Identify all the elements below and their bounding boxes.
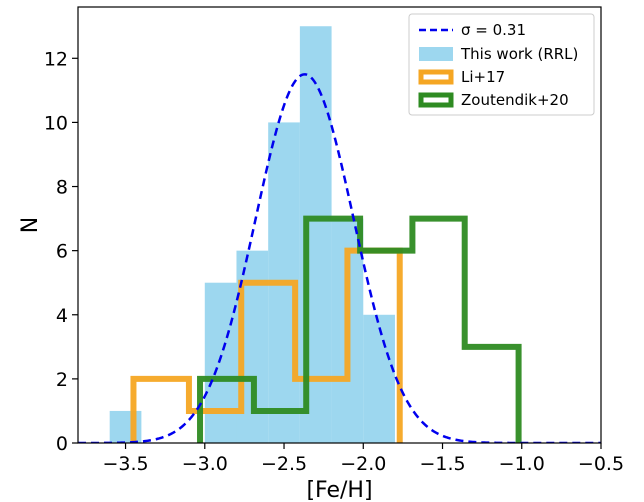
x-tick-label: −1.0 — [499, 453, 545, 475]
legend-li17-label: Li+17 — [461, 68, 505, 86]
legend-rrl-swatch — [419, 47, 453, 61]
step-histogram-layer — [130, 215, 522, 443]
legend: σ = 0.31 This work (RRL) Li+17 Zoutendik… — [408, 13, 595, 116]
rrl-bar — [204, 282, 237, 443]
x-tick-label: −0.5 — [578, 453, 624, 475]
legend-zoutendik20-label: Zoutendik+20 — [461, 91, 569, 109]
y-tick-label: 10 — [44, 112, 68, 134]
legend-box — [408, 13, 595, 116]
x-tick-label: −2.5 — [261, 453, 307, 475]
rrl-bar — [363, 314, 395, 443]
rrl-bar — [109, 410, 142, 443]
y-axis-label: N — [18, 217, 43, 233]
y-tick-label: 6 — [56, 241, 68, 263]
x-tick-label: −2.0 — [340, 453, 386, 475]
step-outline-li-17 — [130, 247, 403, 443]
plot-frame — [77, 6, 602, 444]
axis-ticks: −3.5 −3.0 −2.5 −2.0 −1.5 −1.0 −0.5 0 2 4 6 8 10 12 — [44, 48, 624, 475]
x-tick-label: −3.5 — [102, 453, 148, 475]
y-tick-label: 2 — [56, 369, 68, 391]
y-tick-label: 12 — [44, 48, 68, 70]
y-tick-label: 0 — [56, 433, 68, 455]
y-tick-label: 4 — [56, 305, 68, 327]
y-tick-label: 8 — [56, 177, 68, 199]
legend-zoutendik20-swatch — [418, 92, 454, 108]
step-outline-zoutendik-20 — [197, 215, 522, 443]
x-tick-label: −1.5 — [419, 453, 465, 475]
x-axis-label: [Fe/H] — [306, 478, 372, 502]
legend-li17-swatch — [418, 69, 454, 85]
legend-rrl-label: This work (RRL) — [460, 45, 578, 63]
x-tick-label: −3.0 — [182, 453, 228, 475]
legend-gaussian-label: σ = 0.31 — [461, 21, 526, 39]
